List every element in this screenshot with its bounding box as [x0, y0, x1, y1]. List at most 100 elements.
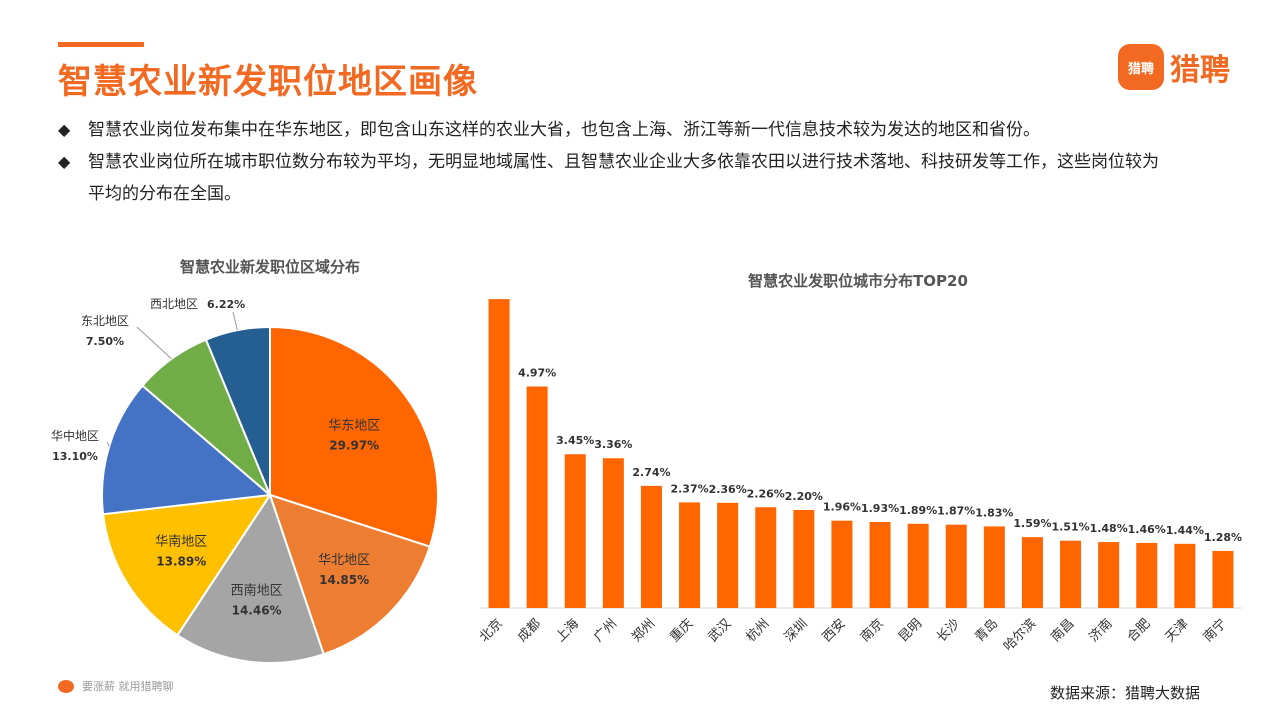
- logo-text: 猎聘: [1170, 53, 1230, 88]
- pie-slice-value: 13.89%: [156, 555, 206, 569]
- x-tick-label: 上海: [553, 616, 582, 645]
- pie-leader-line: [232, 311, 238, 331]
- x-tick-label: 天津: [1163, 616, 1192, 645]
- bar: [1174, 543, 1196, 608]
- bullet-text: 智慧农业岗位所在城市职位数分布较为平均，无明显地域属性、且智慧农业企业大多依靠农…: [88, 152, 1159, 204]
- pie-slice: [101, 493, 273, 637]
- bar: [1136, 542, 1158, 608]
- bar: [1098, 542, 1120, 608]
- bullet-list: ◆ 智慧农业岗位发布集中在华东地区，即包含山东这样的农业大省，也包含上海、浙江等…: [58, 114, 1168, 210]
- x-tick-label: 重庆: [667, 616, 697, 646]
- bar-value-label: 4.97%: [518, 366, 556, 379]
- bar: [1212, 550, 1234, 608]
- bar-value-label: 1.93%: [861, 502, 899, 515]
- bar-value-label: 2.74%: [632, 466, 670, 479]
- footer-slogan: 要涨薪 就用猎聘聊: [58, 678, 174, 694]
- x-tick-label: 北京: [477, 616, 506, 645]
- x-tick-label: 成都: [515, 616, 544, 645]
- x-tick-label: 武汉: [705, 616, 734, 645]
- pie-slice: [101, 384, 273, 516]
- bar: [488, 299, 510, 608]
- pie-slice-value: 29.97%: [329, 439, 379, 453]
- bar: [679, 502, 701, 608]
- pie-slice-label: 华南地区: [155, 534, 207, 550]
- bar-value-label: 1.59%: [1013, 517, 1051, 530]
- x-tick-label: 昆明: [896, 616, 925, 645]
- bar-value-label: 1.87%: [937, 505, 975, 518]
- x-tick-label: 哈尔滨: [1000, 616, 1039, 655]
- pie-slice-value: 14.85%: [319, 573, 369, 587]
- x-tick-label: 南京: [857, 616, 887, 646]
- bar-value-label: 1.44%: [1166, 524, 1204, 537]
- bar: [640, 485, 662, 608]
- bar-value-label: 1.48%: [1090, 522, 1128, 535]
- pie-leader-line: [106, 441, 110, 447]
- bar: [564, 454, 586, 608]
- x-tick-label: 深圳: [782, 616, 811, 645]
- pie-slice: [268, 493, 432, 656]
- bar-value-label: 1.83%: [975, 506, 1013, 519]
- pie-slice-value: 13.10%: [52, 450, 98, 463]
- bar-value-label: 1.96%: [823, 501, 861, 514]
- bar-value-label: 2.20%: [785, 490, 823, 503]
- bar-chart-title: 智慧农业发职位城市分布TOP20: [748, 272, 968, 290]
- pie-slice-label: 西南地区: [231, 582, 283, 598]
- bar: [526, 386, 548, 608]
- bar: [793, 509, 815, 608]
- bar-value-label: 1.46%: [1128, 523, 1166, 536]
- x-tick-label: 南昌: [1048, 616, 1078, 646]
- bar-value-label: 2.36%: [709, 483, 747, 496]
- pie-slice-label: 华东地区: [328, 419, 380, 434]
- bar: [755, 507, 777, 608]
- page-title: 智慧农业新发职位地区画像: [58, 62, 478, 102]
- diamond-bullet-icon: ◆: [58, 152, 71, 171]
- pie-slice: [204, 325, 271, 496]
- x-tick-label: 西安: [820, 616, 849, 645]
- pie-leader-line: [136, 326, 172, 360]
- bar-value-label: 3.45%: [556, 434, 594, 447]
- bullet-text: 智慧农业岗位发布集中在华东地区，即包含山东这样的农业大省，也包含上海、浙江等新一…: [88, 120, 1040, 140]
- title-accent-bar: [58, 42, 144, 47]
- pie-slice-label: 华北地区: [318, 553, 370, 568]
- pie-slice: [269, 325, 439, 548]
- bar: [945, 524, 967, 608]
- liepin-logo: 猎聘 猎聘: [1118, 44, 1230, 90]
- x-tick-label: 南宁: [1200, 616, 1230, 646]
- logo-badge-icon: 猎聘: [1118, 44, 1164, 90]
- pie-slice: [176, 492, 325, 664]
- bar: [1021, 537, 1043, 608]
- city-bar-chart: 6.93% 北京 4.97% 成都 3.45% 上海 3.36% 广州 2.74% 郑州 2.37%…: [477, 290, 1242, 655]
- diamond-bullet-icon: ◆: [58, 120, 71, 139]
- x-tick-label: 长沙: [934, 616, 963, 645]
- pie-slice-label: 东北地区: [81, 314, 129, 328]
- x-tick-label: 青岛: [971, 616, 1001, 646]
- bar-value-label: 1.51%: [1051, 521, 1089, 534]
- x-tick-label: 广州: [591, 616, 620, 645]
- bullet-item: ◆ 智慧农业岗位发布集中在华东地区，即包含山东这样的农业大省，也包含上海、浙江等…: [58, 114, 1168, 146]
- pie-chart-title: 智慧农业新发职位区域分布: [179, 258, 360, 276]
- bar-value-label: 1.89%: [899, 504, 937, 517]
- region-pie-chart: 华东地区 29.97% 华北地区 14.85% 西南地区 14.46% 华南地区 13.89%…: [51, 297, 439, 664]
- pie-slice-value: 6.22%: [207, 298, 245, 311]
- data-source: 数据来源：猎聘大数据: [1050, 684, 1201, 702]
- bar: [1060, 540, 1082, 608]
- bar: [831, 520, 853, 608]
- pie-slice-label: 华中地区: [51, 428, 99, 443]
- pie-slice-value: 7.50%: [86, 335, 124, 348]
- bullet-item: ◆ 智慧农业岗位所在城市职位数分布较为平均，无明显地域属性、且智慧农业企业大多依…: [58, 146, 1168, 210]
- x-tick-label: 合肥: [1125, 616, 1154, 645]
- x-tick-label: 郑州: [629, 616, 658, 645]
- bar: [869, 521, 891, 608]
- pie-slice-value: 14.46%: [232, 603, 282, 617]
- x-tick-label: 杭州: [744, 616, 773, 645]
- pie-slice-label: 西北地区: [150, 297, 198, 311]
- bar-value-label: 2.37%: [670, 482, 708, 495]
- x-tick-label: 济南: [1086, 616, 1116, 646]
- bar-value-label: 3.36%: [594, 438, 632, 451]
- bar-value-label: 6.93%: [480, 290, 518, 292]
- chat-bubble-icon: [58, 679, 74, 693]
- bar: [907, 523, 929, 608]
- bar-value-label: 2.26%: [747, 487, 785, 500]
- bar: [602, 458, 624, 608]
- slogan-text: 要涨薪 就用猎聘聊: [82, 680, 174, 693]
